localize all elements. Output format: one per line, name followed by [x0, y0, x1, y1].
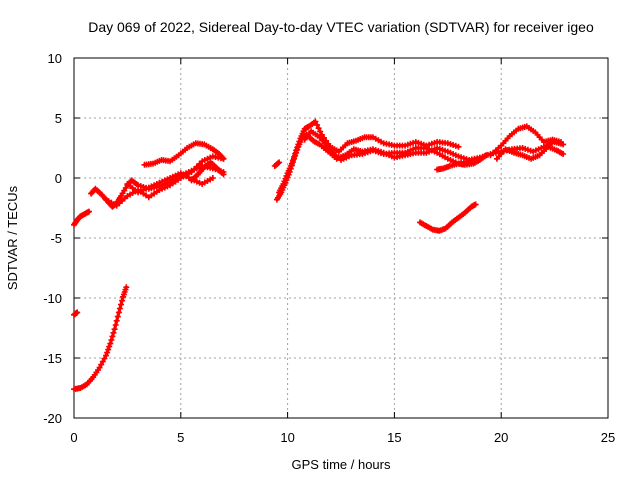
data-point-interp — [105, 346, 112, 353]
x-tick-label: 5 — [177, 430, 184, 445]
data-point — [220, 155, 227, 162]
y-tick-label: -20 — [43, 411, 62, 426]
series-s8 — [188, 159, 227, 184]
x-axis-label: GPS time / hours — [292, 457, 391, 472]
data-point — [209, 175, 216, 181]
data-point-interp — [112, 322, 119, 328]
y-tick-label: -5 — [50, 231, 62, 246]
x-tick-label: 10 — [280, 430, 294, 445]
data-point — [74, 309, 81, 316]
x-tick-label: 25 — [601, 430, 615, 445]
series-s2 — [71, 309, 81, 318]
series-s15 — [487, 123, 564, 159]
data-point-interp — [114, 313, 121, 320]
data-point — [293, 147, 300, 154]
data-point — [455, 143, 462, 150]
data-point — [107, 340, 114, 347]
data-point-interp — [275, 160, 281, 167]
data-point-interp — [324, 144, 331, 151]
data-point-interp — [104, 349, 111, 356]
grid — [74, 58, 608, 418]
y-tick-label: 5 — [55, 111, 62, 126]
y-tick-label: -10 — [43, 291, 62, 306]
series-s16 — [493, 143, 567, 162]
series-s11 — [276, 118, 462, 196]
data-point-interp — [113, 317, 120, 324]
x-tick-label: 20 — [494, 430, 508, 445]
data-point — [103, 352, 109, 359]
data-point-interp — [109, 333, 116, 340]
data-point — [220, 171, 227, 178]
y-axis-label: SDTVAR / TECUs — [5, 185, 20, 290]
data-point-interp — [119, 297, 126, 304]
data-point — [312, 118, 319, 125]
data-point-interp — [118, 301, 124, 308]
data-point-interp — [322, 140, 328, 147]
data-point — [560, 151, 567, 157]
data-point-interp — [289, 157, 296, 164]
series-s7 — [141, 140, 227, 168]
series-s14 — [417, 201, 479, 234]
x-axis: 0 5 10 15 20 25 — [70, 58, 615, 445]
data-point — [558, 139, 564, 145]
series-s13 — [434, 152, 490, 173]
data-point-interp — [314, 121, 320, 128]
data-point-interp — [106, 343, 113, 350]
data-point-interp — [317, 128, 324, 135]
x-tick-label: 0 — [70, 430, 77, 445]
data-point-interp — [292, 150, 299, 157]
series-s9 — [271, 159, 283, 169]
data-point — [288, 160, 295, 167]
data-point — [111, 326, 118, 333]
data-point-interp — [295, 141, 302, 148]
y-axis: -20 -15 -10 -5 0 5 10 — [43, 51, 608, 426]
data-point — [276, 159, 283, 166]
data-point-interp — [291, 154, 297, 160]
x-tick-label: 15 — [387, 430, 401, 445]
data-point-interp — [319, 137, 326, 144]
data-point — [123, 284, 130, 291]
data-point — [115, 309, 122, 316]
data-point-interp — [108, 337, 115, 343]
y-tick-label: 0 — [55, 171, 62, 186]
data-point-interp — [110, 329, 117, 336]
data-point-interp — [116, 305, 123, 312]
data-point — [316, 134, 323, 141]
data-point — [472, 201, 479, 208]
series-s1 — [71, 208, 92, 228]
data-point-interp — [315, 125, 322, 132]
data-point-interp — [296, 138, 303, 145]
series-trace — [72, 285, 128, 391]
y-tick-label: 10 — [48, 51, 62, 66]
data-point-interp — [294, 144, 301, 151]
chart-title: Day 069 of 2022, Sidereal Day-to-day VTE… — [88, 19, 594, 35]
y-tick-label: -15 — [43, 351, 62, 366]
data-marks — [71, 118, 567, 393]
series-s6 — [124, 170, 216, 196]
series-s3 — [71, 284, 130, 393]
data-point — [86, 208, 92, 215]
